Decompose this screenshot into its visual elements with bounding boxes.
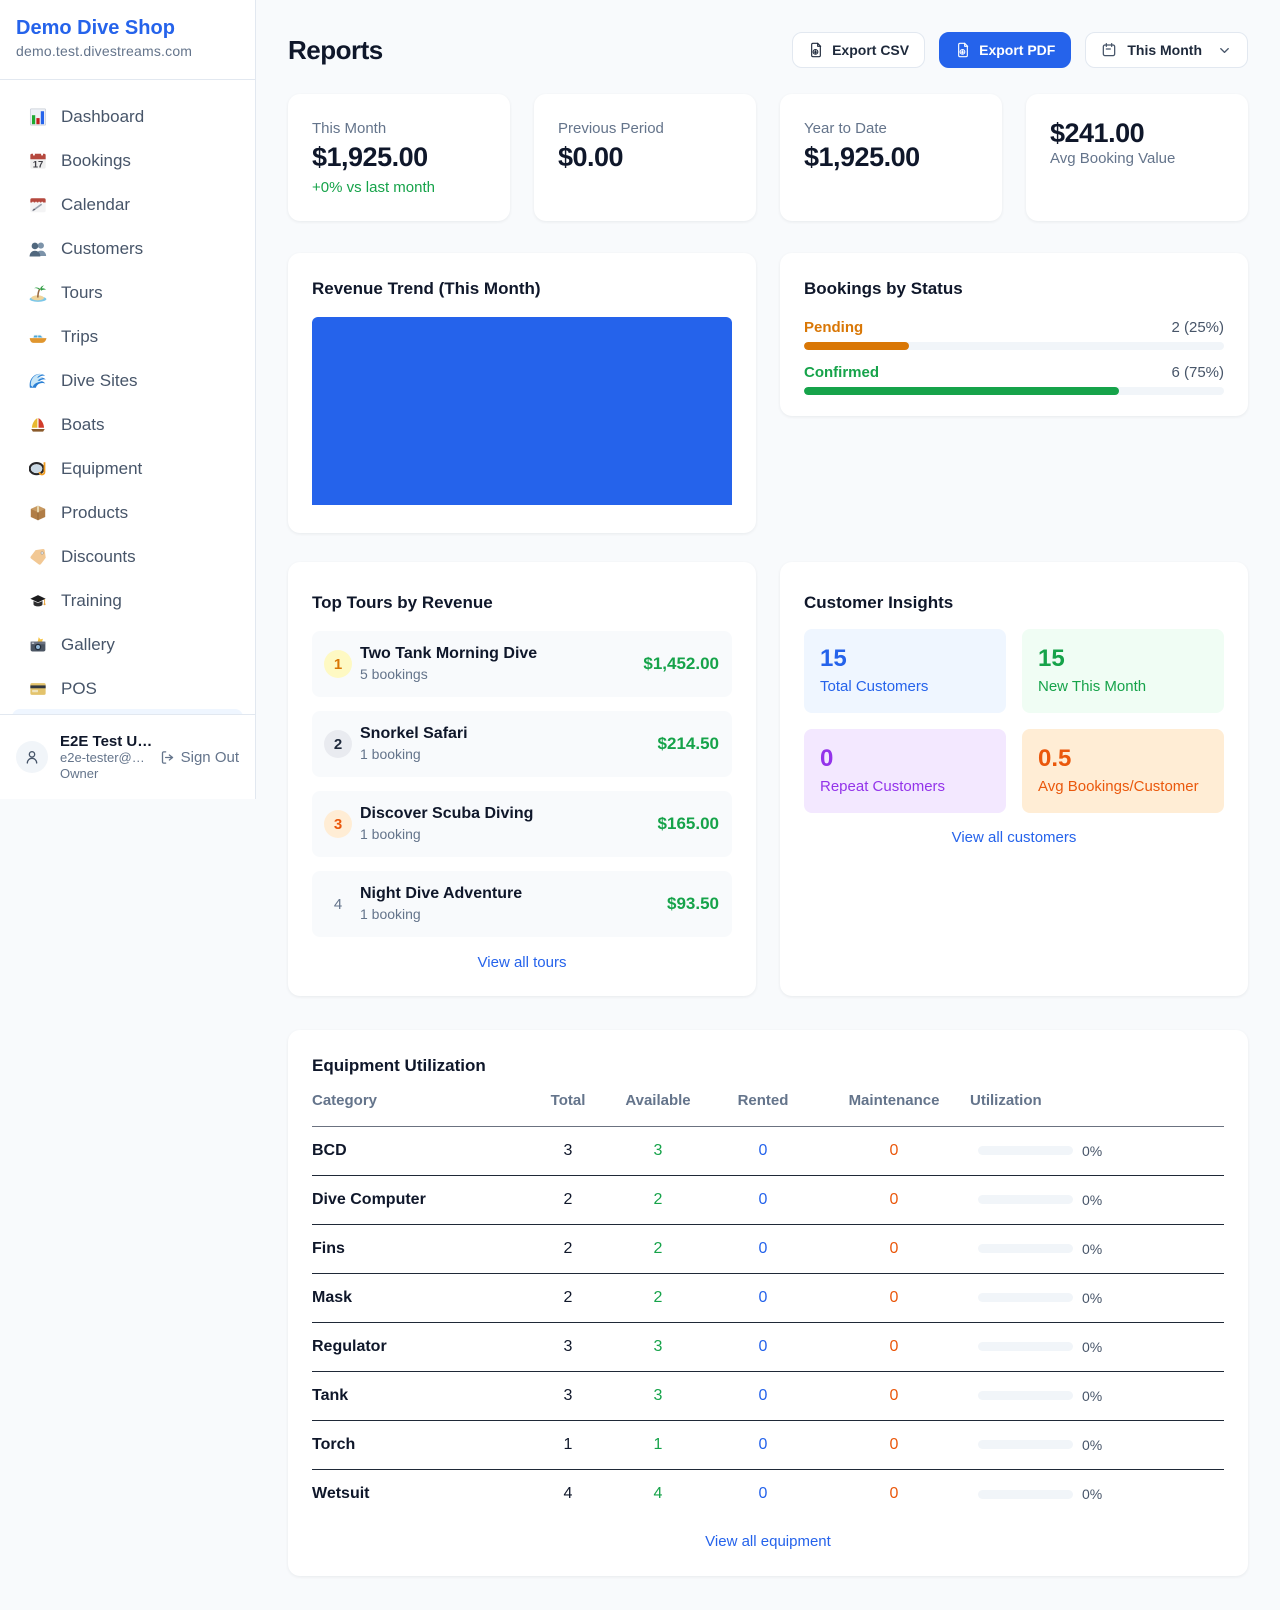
svg-text:17: 17	[33, 159, 44, 170]
